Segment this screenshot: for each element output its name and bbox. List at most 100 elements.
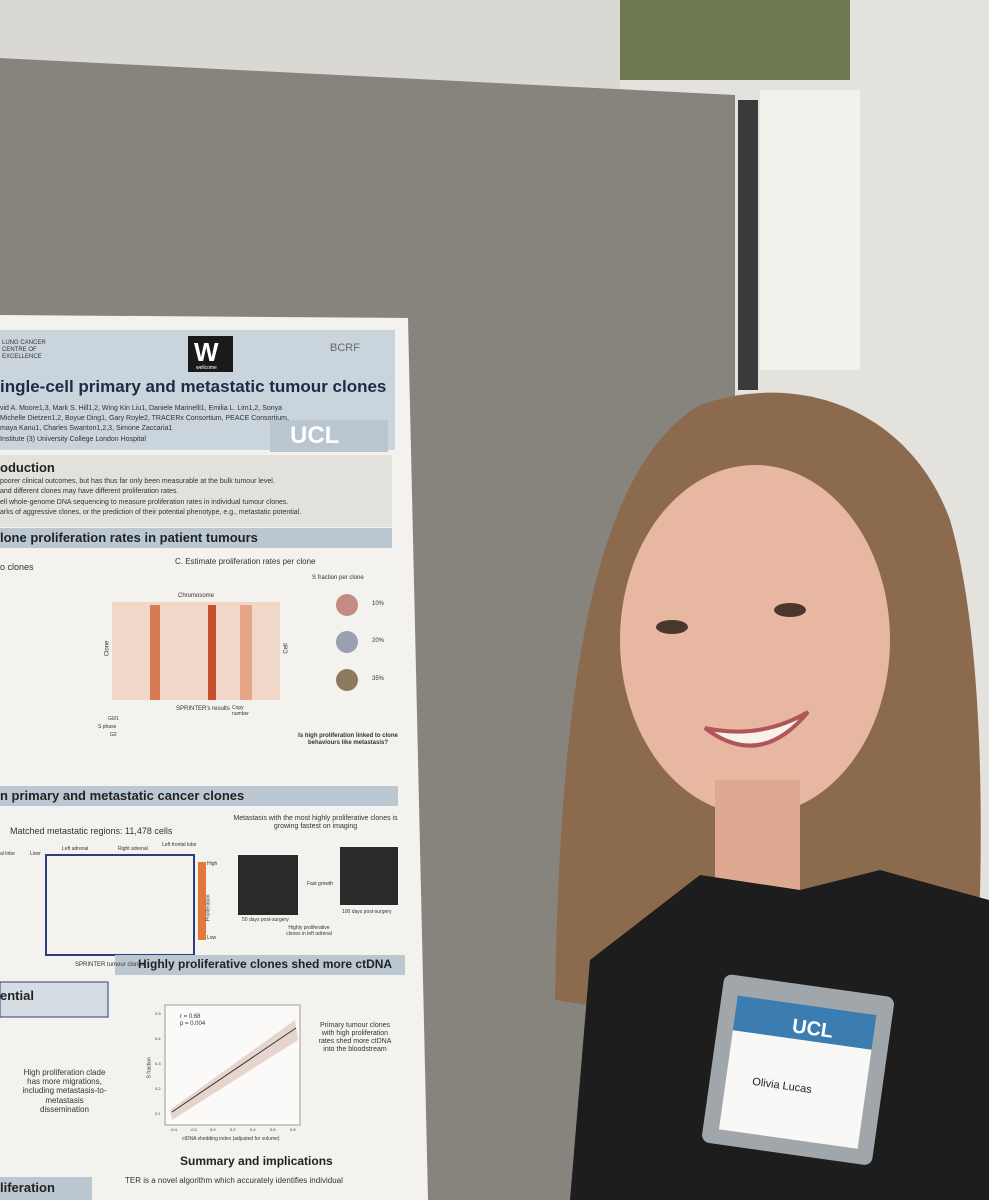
window-right (760, 90, 860, 370)
summary-line: TER is a novel algorithm which accuratel… (125, 1176, 343, 1185)
section-band (0, 786, 398, 806)
eye (774, 603, 806, 617)
label: S fraction per clone (312, 575, 364, 581)
badge (702, 974, 894, 1165)
label: Copy number (232, 705, 249, 717)
window-view (620, 0, 850, 80)
label: Clone (104, 640, 111, 657)
label: Proliferation (205, 894, 212, 922)
heatmap-stripe (240, 605, 252, 700)
label: Left adrenal (62, 846, 89, 852)
section-heading: n primary and metastatic cancer clones (0, 788, 245, 803)
tick-label: 0.3 (155, 1061, 161, 1066)
pole (738, 100, 758, 390)
badge-band (732, 995, 877, 1050)
panel-label: C. Estimate proliferation rates per clon… (175, 557, 316, 566)
label: G0/1 (108, 716, 119, 722)
authors: Institute (3) University College London … (0, 436, 146, 443)
logo-text: BCRF (330, 342, 360, 354)
logo-text: UCL (290, 422, 340, 449)
label: 20% (372, 638, 385, 644)
label: Left frontal lobe (162, 842, 197, 848)
label: High (207, 861, 218, 867)
authors: maya Kanu1, Charles Swanton1,2,3, Simone… (0, 425, 173, 432)
proliferation-scale (198, 862, 206, 940)
smile (703, 710, 810, 748)
logo-text: LUNG CANCER CENTRE OF EXCELLENCE (2, 340, 46, 360)
label: Matched metastatic regions: 11,478 cells (10, 826, 173, 836)
tick-label: -0.2 (190, 1127, 197, 1132)
label: Right adrenal (118, 846, 148, 852)
authors: vid A. Moore1,3, Mark S. Hill1,2, Wing K… (0, 405, 283, 412)
label: Fast growth (306, 881, 334, 887)
label: al lobe (0, 851, 15, 857)
fit-line (171, 1027, 297, 1113)
badge-card (718, 1030, 872, 1149)
label: SPRINTER tumour clones (75, 962, 145, 968)
tick-label: 0.4 (155, 1036, 161, 1041)
label: Low (207, 935, 217, 941)
label: SPRINTER's results (176, 706, 230, 712)
tick-label: 0.6 (270, 1127, 276, 1132)
poster-title: ingle-cell primary and metastatic tumour… (0, 377, 387, 396)
intro-line: poorer clinical outcomes, but has thus f… (0, 478, 275, 485)
authors: Michelle Dietzen1,2, Boyue Ding1, Gary R… (0, 415, 289, 422)
label: Primary tumour clones with high prolifer… (318, 1022, 392, 1054)
intro-line: arks of aggressive clones, or the predic… (0, 509, 302, 516)
tick-label: -0.4 (170, 1127, 177, 1132)
cell-icon (336, 631, 358, 653)
axis-label: S fraction (146, 1057, 153, 1079)
label: High proliferation clade has more migrat… (22, 1068, 107, 1114)
label: 50 days post-surgery (242, 917, 289, 923)
section-band (0, 1177, 92, 1200)
label: 100 days post-surgery (342, 909, 392, 915)
logo-text: W (194, 337, 219, 367)
tick-label: 0.2 (230, 1127, 236, 1132)
section-heading: liferation (0, 1180, 55, 1195)
section-heading: Highly proliferative clones shed more ct… (138, 957, 393, 971)
section-heading: ential (0, 988, 34, 1003)
tick-label: 0.8 (290, 1127, 296, 1132)
face (620, 465, 890, 815)
wellcome-logo (188, 336, 233, 372)
tick-label: 0.1 (155, 1111, 161, 1116)
section-box (0, 981, 109, 1018)
label: G2 (110, 732, 117, 738)
section-heading: lone proliferation rates in patient tumo… (0, 530, 258, 545)
label: 35% (372, 676, 385, 682)
tick-label: 0.5 (155, 1011, 161, 1016)
label: Liver (30, 851, 41, 857)
eye (656, 620, 688, 634)
logo-text: wellcome (196, 365, 217, 371)
label: Cell (283, 643, 290, 654)
section-band (0, 528, 392, 548)
panel-label: o clones (0, 562, 34, 572)
section-heading: Summary and implications (180, 1154, 333, 1168)
label: p = 0.004 (180, 1021, 206, 1027)
tick-label: 0.4 (250, 1127, 256, 1132)
tick-label: 0.0 (210, 1127, 216, 1132)
heatmap-stripe (208, 605, 216, 700)
axis-label: ctDNA shedding index (adjusted for volum… (182, 1136, 280, 1142)
ct-scan (238, 855, 298, 915)
heatmap-stripe (150, 605, 160, 700)
heatmap (112, 602, 280, 700)
label: 10% (372, 601, 385, 607)
intro-line: ell whole-genome DNA sequencing to measu… (0, 499, 289, 506)
neck (715, 780, 800, 890)
ct-scan (340, 847, 398, 905)
section-heading: oduction (0, 460, 55, 475)
label: Highly proliferative clones in left adre… (286, 925, 332, 937)
ucl-box (270, 420, 388, 452)
cell-icon (336, 669, 358, 691)
intro-box (0, 455, 392, 527)
intro-line: and different clones may have different … (0, 488, 179, 495)
cell-icon (336, 594, 358, 616)
section-band (115, 955, 405, 975)
tick-label: 0.2 (155, 1086, 161, 1091)
label: Metastasis with the most highly prolifer… (233, 815, 398, 831)
label: Is high proliferation linked to clone be… (298, 733, 398, 746)
label: r = 0.68 (180, 1014, 201, 1020)
